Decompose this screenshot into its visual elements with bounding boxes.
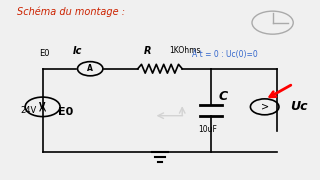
Text: R: R <box>144 46 151 56</box>
Text: >: > <box>260 102 269 112</box>
Text: A: A <box>87 64 93 73</box>
Text: E0: E0 <box>59 107 74 117</box>
Text: 1KOhms: 1KOhms <box>170 46 201 55</box>
Text: Schéma du montage :: Schéma du montage : <box>17 7 125 17</box>
Text: À t = 0 : Uc(0)=0: À t = 0 : Uc(0)=0 <box>192 49 258 59</box>
Text: Ic: Ic <box>73 46 82 56</box>
Text: Uc: Uc <box>290 100 308 113</box>
Text: C: C <box>219 90 228 103</box>
Text: E0: E0 <box>39 49 50 58</box>
Text: V: V <box>39 102 46 111</box>
Text: 24V: 24V <box>20 106 36 115</box>
Text: 10uF: 10uF <box>198 125 217 134</box>
